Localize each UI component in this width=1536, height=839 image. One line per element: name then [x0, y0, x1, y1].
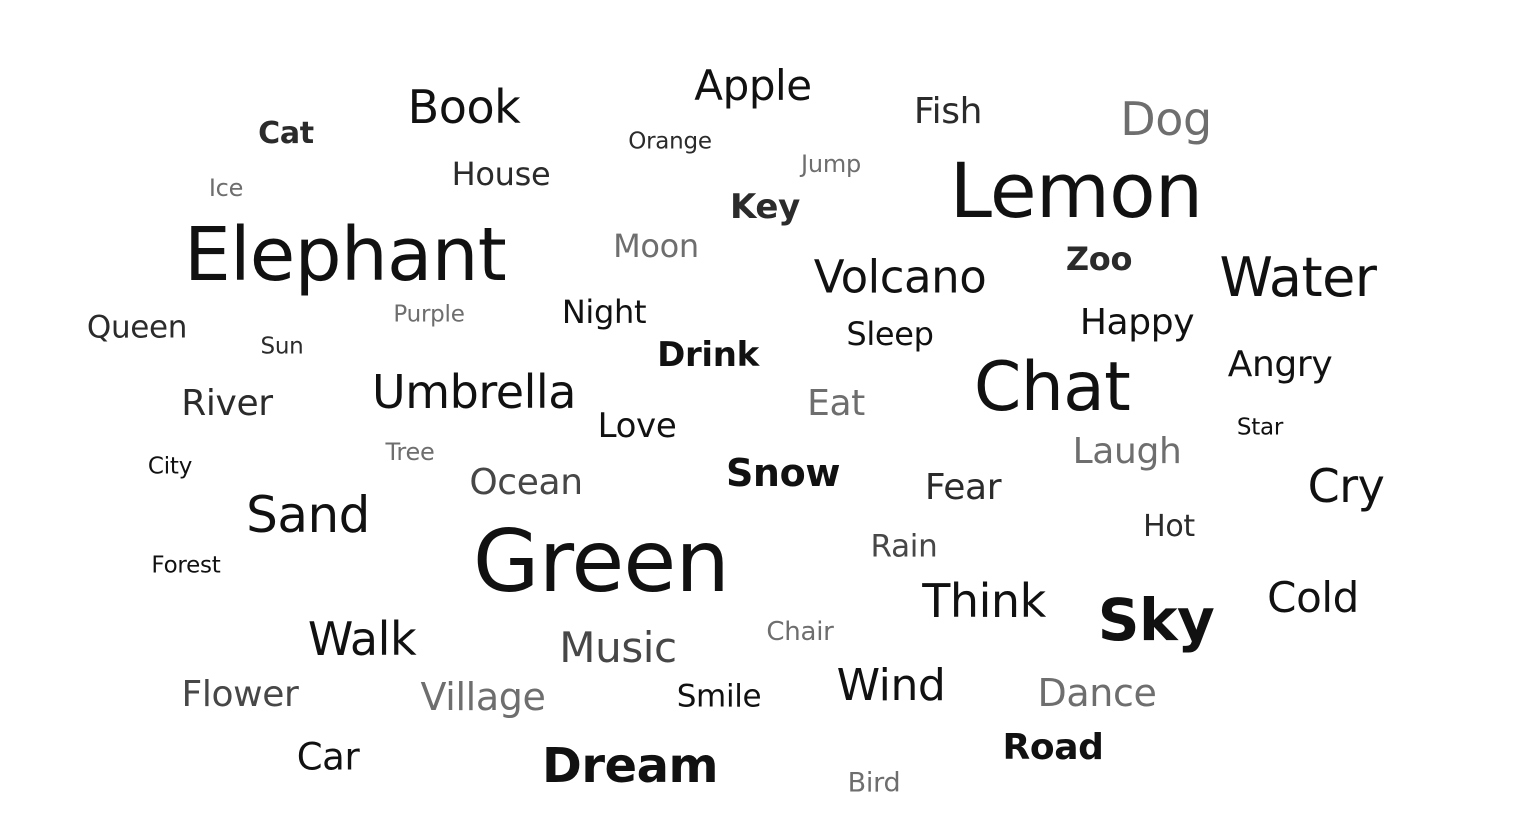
word-car: Car [296, 735, 360, 779]
word-key: Key [730, 187, 800, 227]
word-volcano: Volcano [813, 250, 987, 304]
word-eat: Eat [807, 383, 865, 424]
word-ice: Ice [208, 174, 244, 202]
word-purple: Purple [393, 301, 465, 328]
word-dance: Dance [1037, 671, 1157, 715]
word-cry: Cry [1307, 459, 1385, 513]
word-elephant: Elephant [183, 212, 507, 298]
word-flower: Flower [181, 674, 299, 715]
word-sky: Sky [1097, 586, 1215, 654]
word-dog: Dog [1120, 92, 1212, 146]
word-umbrella: Umbrella [372, 365, 576, 419]
word-walk: Walk [307, 612, 417, 666]
word-sun: Sun [260, 333, 304, 360]
word-star: Star [1236, 414, 1284, 441]
word-happy: Happy [1079, 302, 1195, 343]
word-book: Book [407, 80, 521, 134]
word-love: Love [597, 406, 677, 446]
word-drink: Drink [657, 335, 759, 375]
word-lemon: Lemon [949, 146, 1203, 235]
word-wind: Wind [836, 660, 946, 711]
word-city: City [147, 453, 193, 480]
word-green: Green [472, 512, 730, 612]
word-smile: Smile [676, 678, 762, 715]
word-jump: Jump [801, 150, 861, 178]
word-rain: Rain [870, 528, 938, 565]
word-cold: Cold [1267, 573, 1359, 622]
word-apple: Apple [694, 61, 812, 110]
word-snow: Snow [725, 451, 841, 495]
word-sand: Sand [246, 486, 370, 544]
word-village: Village [420, 675, 546, 719]
word-think: Think [922, 574, 1046, 628]
word-ocean: Ocean [469, 462, 583, 503]
word-water: Water [1219, 246, 1377, 309]
word-road: Road [1002, 727, 1104, 768]
word-dream: Dream [541, 738, 719, 794]
word-music: Music [559, 623, 677, 672]
word-chair: Chair [766, 617, 834, 647]
word-night: Night [561, 293, 647, 331]
word-house: House [451, 155, 551, 193]
word-fish: Fish [913, 91, 983, 132]
word-orange: Orange [628, 128, 712, 155]
word-sleep: Sleep [846, 315, 934, 353]
word-bird: Bird [847, 767, 901, 799]
word-fear: Fear [924, 467, 1002, 508]
word-laugh: Laugh [1072, 431, 1182, 472]
word-tree: Tree [385, 438, 435, 466]
word-chat: Chat [973, 348, 1131, 427]
word-cat: Cat [258, 116, 314, 151]
word-moon: Moon [613, 227, 699, 265]
word-forest: Forest [151, 552, 221, 579]
word-zoo: Zoo [1065, 240, 1133, 278]
word-hot: Hot [1143, 509, 1195, 544]
word-queen: Queen [86, 309, 188, 346]
word-angry: Angry [1227, 344, 1333, 385]
word-river: River [181, 383, 273, 424]
